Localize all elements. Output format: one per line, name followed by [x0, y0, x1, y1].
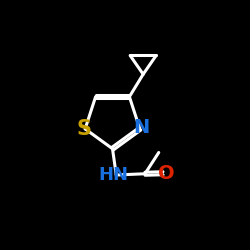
Text: HN: HN [98, 166, 128, 184]
Text: O: O [158, 164, 174, 183]
Text: S: S [76, 119, 92, 139]
Text: N: N [133, 118, 149, 137]
